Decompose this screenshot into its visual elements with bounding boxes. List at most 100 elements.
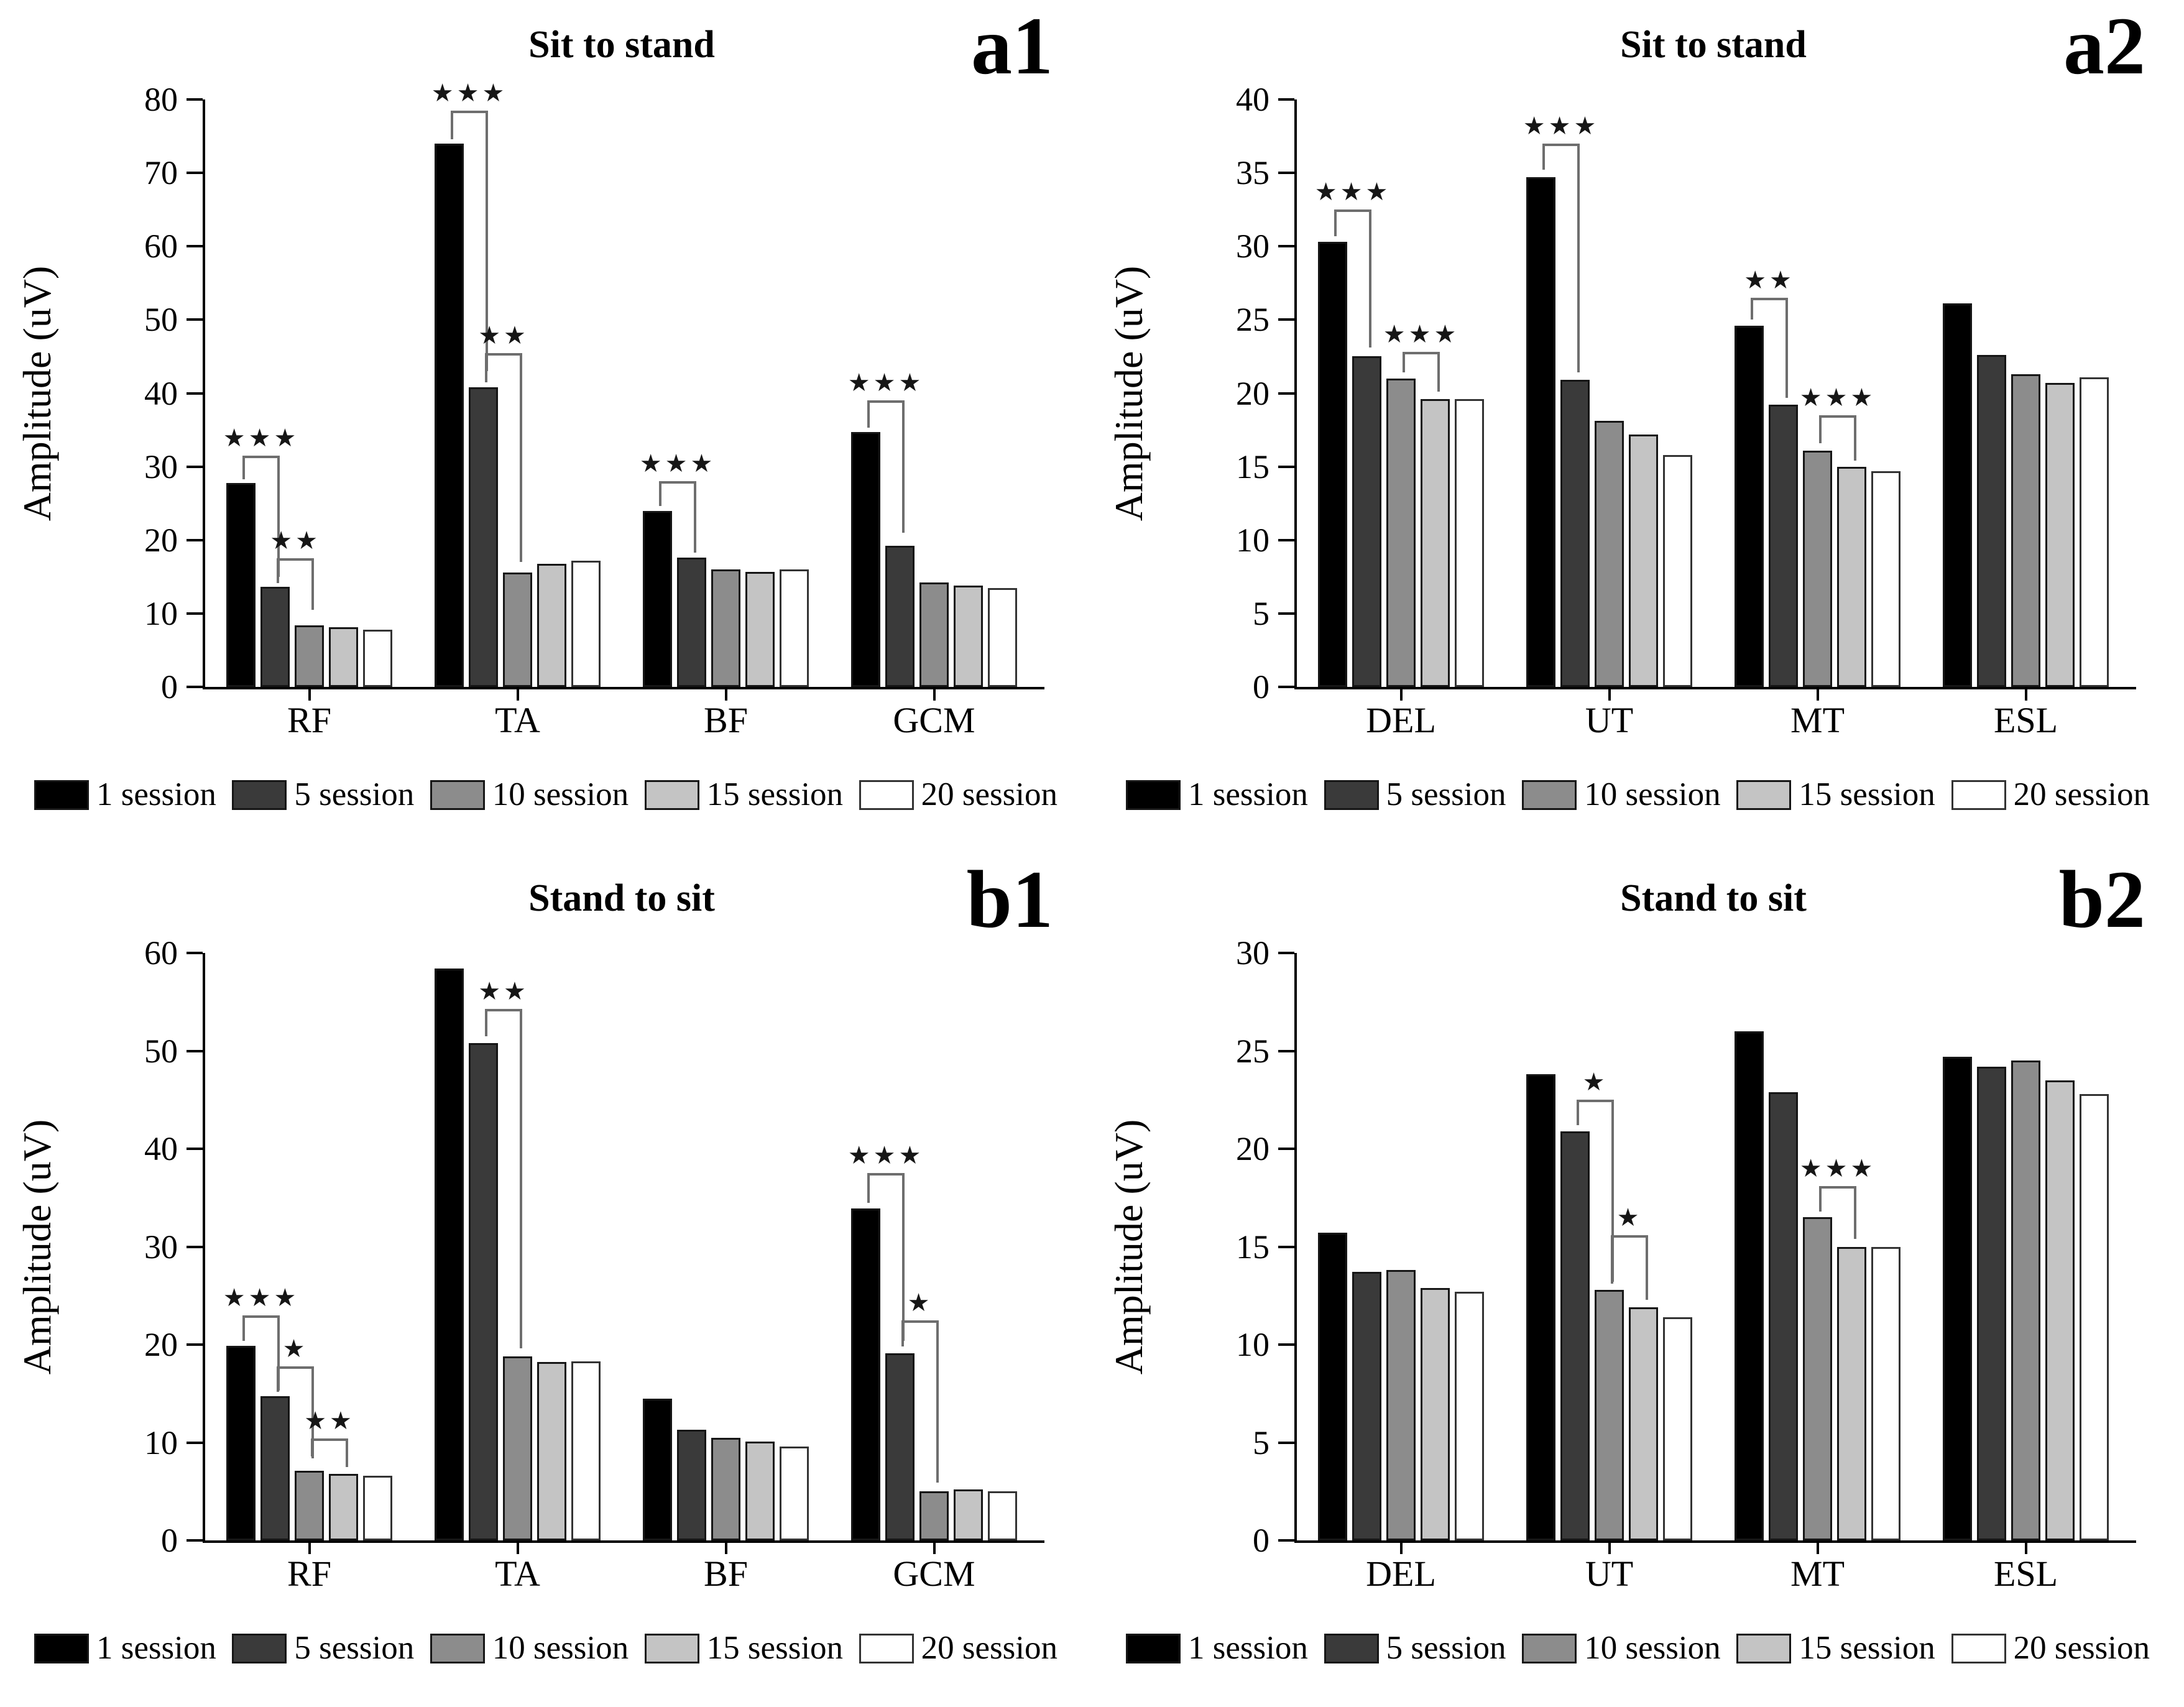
x-category-label-MT: MT [1790,1553,1845,1594]
bar-GCM-10-session [919,582,949,687]
panel-b1: Stand to sit b1 Amplitude (uV) 0 10 20 30 40 50 6… [0,854,1092,1707]
legend-label: 5 session [294,776,415,812]
y-tick-label: 0 [1253,668,1269,706]
x-category-label-DEL: DEL [1366,700,1436,740]
bar-MT-1-session [1735,325,1764,687]
y-axis-line [203,99,205,689]
bar-UT-10-session [1595,1289,1624,1540]
legend-swatch [1736,780,1792,810]
legend-label: 10 session [1584,776,1721,812]
legend-item-10-session: 10 session [1522,1632,1721,1665]
bar-MT-20-session [1871,471,1901,687]
legend-item-10-session: 10 session [430,778,629,811]
y-tick-label: 20 [144,1326,178,1363]
legend-label: 15 session [706,1630,844,1666]
y-tick-label: 5 [1253,594,1269,632]
bar-GCM-5-session [885,546,915,687]
bar-RF-10-session [295,1471,324,1540]
bar-GCM-20-session [988,587,1017,687]
panel-b2: Stand to sit b2 Amplitude (uV) 0 5 10 15 20 25 30… [1092,854,2184,1707]
legend-item-20-session: 20 session [859,1632,1057,1665]
x-axis-line [1294,1540,2136,1543]
bar-TA-20-session [571,1361,601,1540]
significance-bracket-right-arm [1577,143,1580,373]
significance-stars: ★★★ [847,369,924,398]
legend-label: 5 session [294,1630,415,1666]
legend-label: 1 session [1188,1630,1308,1666]
y-tick-mark [187,1343,203,1346]
legend-swatch [34,780,89,810]
bar-ESL-5-session [1977,355,2006,687]
significance-bracket-right-arm [902,1173,905,1341]
x-tick-mark [516,689,519,701]
bar-DEL-15-session [1421,398,1450,687]
significance-stars: ★★★ [1383,320,1460,349]
legend: 1 session 5 session 10 session 15 session 20… [34,778,1057,811]
significance-stars: ★★★ [223,423,300,453]
significance-bracket-right-arm [1854,1185,1857,1239]
y-tick-label: 20 [1236,1130,1269,1167]
significance-bracket-left-arm [242,455,245,479]
plot-area: ★★★ ★★ ★★★ ★★ ★★★ ★★★ [205,81,1038,687]
y-tick-mark [1278,538,1294,541]
y-tick-mark [187,98,203,101]
legend-label: 10 session [492,1630,629,1666]
bar-ESL-20-session [2080,377,2109,687]
bar-GCM-15-session [954,585,983,687]
bar-TA-15-session [537,1362,566,1540]
y-tick-mark [1278,686,1294,688]
y-tick-mark [187,1539,203,1542]
significance-stars: ★ [282,1334,308,1363]
bar-GCM-1-session [851,1208,880,1540]
legend-item-20-session: 20 session [859,778,1057,811]
bar-ESL-20-session [2080,1093,2109,1540]
y-tick-mark [1278,465,1294,468]
significance-bracket-right-arm [311,558,315,610]
bar-RF-1-session [226,1345,256,1540]
significance-bracket-line [1334,209,1372,213]
significance-bracket-line [1610,1235,1649,1238]
y-tick-label: 0 [161,1522,178,1559]
bar-BF-5-session [677,558,706,687]
significance-bracket-line [658,481,697,484]
y-tick-label: 10 [144,594,178,632]
significance-stars: ★ [1582,1068,1608,1097]
y-tick-label: 30 [1236,228,1269,265]
panel-a1: Sit to stand a1 Amplitude (uV) 0 10 20 30 40 50 6… [0,0,1092,854]
bar-ESL-10-session [2011,1061,2040,1540]
legend-item-1-session: 1 session [34,1632,216,1665]
significance-bracket-right-arm [1854,415,1857,461]
legend-item-20-session: 20 session [1951,1632,2150,1665]
legend-label: 15 session [1799,776,1935,812]
legend-label: 5 session [1386,776,1506,812]
y-axis-line [203,953,205,1543]
bar-DEL-1-session [1318,1233,1347,1540]
bar-UT-10-session [1595,421,1624,687]
bar-RF-20-session [363,629,392,687]
y-tick-label: 80 [144,81,178,118]
bar-GCM-1-session [851,432,880,687]
bar-RF-15-session [329,1473,358,1540]
bar-BF-20-session [780,569,809,687]
bar-DEL-5-session [1352,356,1381,687]
significance-bracket-line [484,352,523,356]
significance-bracket-right-arm [520,1008,523,1349]
x-category-label-GCM: GCM [893,700,975,740]
significance-bracket-left-arm [867,400,870,428]
y-tick-mark [187,952,203,954]
bar-DEL-10-session [1386,1270,1416,1540]
x-category-label-UT: UT [1585,700,1634,740]
y-tick-mark [1278,1343,1294,1346]
legend-item-15-session: 15 session [644,1630,844,1666]
y-tick-label: 30 [144,448,178,485]
x-category-label-DEL: DEL [1366,1553,1436,1594]
y-tick-mark [1278,952,1294,954]
x-category-label-ESL: ESL [1993,700,2058,740]
y-tick-label: 30 [144,1228,178,1266]
y-tick-label: 15 [1236,1228,1269,1266]
bar-BF-20-session [780,1446,809,1540]
legend-item-1-session: 1 session [34,778,216,811]
legend-item-5-session: 5 session [1324,778,1506,811]
legend-swatch [644,1633,699,1663]
legend: 1 session 5 session 10 session 15 session 20… [1126,778,2150,811]
